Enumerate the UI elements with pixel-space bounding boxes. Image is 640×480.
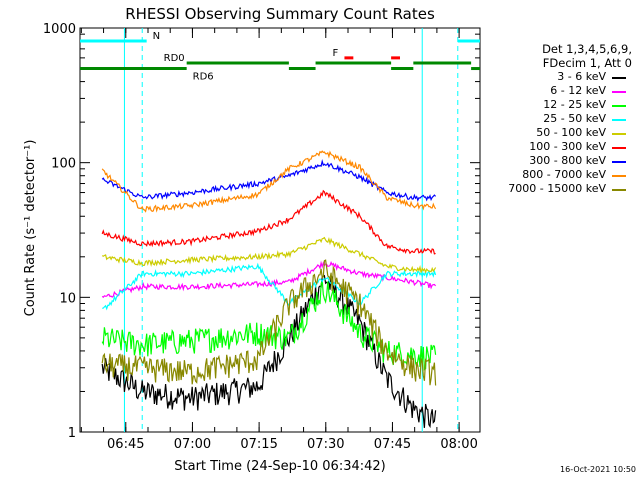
legend-entry-label: 6 - 12 keV [550, 84, 606, 97]
legend-entry: 12 - 25 keV [462, 98, 632, 112]
y-tick-label: 10 [59, 291, 76, 306]
legend-entry-label: 800 - 7000 keV [522, 168, 606, 181]
legend-swatch [612, 119, 626, 121]
x-tick-label: 07:00 [174, 437, 211, 452]
legend-entry-label: 300 - 800 keV [529, 154, 606, 167]
legend-swatch [612, 161, 626, 163]
legend-swatch [612, 175, 626, 177]
series-line [101, 150, 437, 213]
x-axis-label: Start Time (24-Sep-10 06:34:42) [174, 459, 385, 474]
event-bar-label: RD0 [164, 53, 185, 64]
legend-header: Det 1,3,4,5,6,9, FDecim 1, Att 0 [482, 42, 632, 70]
x-tick-label: 07:15 [240, 437, 277, 452]
legend-entry: 7000 - 15000 keV [462, 182, 632, 196]
event-bar-label: F [332, 48, 338, 59]
legend-entry-label: 25 - 50 keV [543, 112, 606, 125]
y-tick-label: 1000 [43, 22, 76, 37]
legend-swatch [612, 105, 626, 107]
event-bar-label: RD6 [193, 72, 214, 83]
legend-swatch [612, 147, 626, 149]
y-axis-label: Count Rate (s⁻¹ detector⁻¹) [23, 140, 38, 317]
series-line [101, 279, 437, 371]
y-tick-label: 100 [51, 157, 76, 172]
legend-entry: 6 - 12 keV [462, 84, 632, 98]
legend-entry: 800 - 7000 keV [462, 168, 632, 182]
legend-swatch [612, 133, 626, 135]
footer-timestamp: 16-Oct-2021 10:50 [560, 465, 636, 474]
legend-entry: 25 - 50 keV [462, 112, 632, 126]
series-line [101, 236, 437, 274]
legend-entry: 300 - 800 keV [462, 154, 632, 168]
series-line [102, 262, 437, 311]
legend-entry-label: 50 - 100 keV [536, 126, 606, 139]
series-line [101, 274, 437, 429]
legend-swatch [612, 189, 626, 191]
x-tick-label: 07:30 [307, 437, 344, 452]
x-tick-label: 06:45 [107, 437, 144, 452]
chart-title: RHESSI Observing Summary Count Rates [125, 5, 435, 23]
legend-entry: 3 - 6 keV [462, 70, 632, 84]
y-tick-label: 1 [68, 426, 76, 441]
series-line [101, 159, 437, 203]
x-tick-label: 08:00 [440, 437, 477, 452]
legend-swatch [612, 91, 626, 93]
legend-entry-label: 12 - 25 keV [543, 98, 606, 111]
series-line [101, 189, 436, 255]
plot-frame [79, 27, 481, 433]
legend-entry: 50 - 100 keV [462, 126, 632, 140]
legend-entry-label: 3 - 6 keV [557, 70, 606, 83]
legend-decimation: FDecim 1, Att 0 [542, 56, 632, 70]
legend-entry: 100 - 300 keV [462, 140, 632, 154]
plot-area: 1 10 100 1000 06:45 07:00 07:15 07:30 07:45 08:00… [43, 22, 481, 452]
legend-entry-label: 7000 - 15000 keV [508, 182, 606, 195]
legend-swatch [612, 77, 626, 79]
event-bar-label: N [153, 31, 160, 42]
series-line [101, 259, 437, 386]
legend-detectors: Det 1,3,4,5,6,9, [542, 42, 632, 56]
legend-entry-label: 100 - 300 keV [529, 140, 606, 153]
x-tick-label: 07:45 [374, 437, 411, 452]
